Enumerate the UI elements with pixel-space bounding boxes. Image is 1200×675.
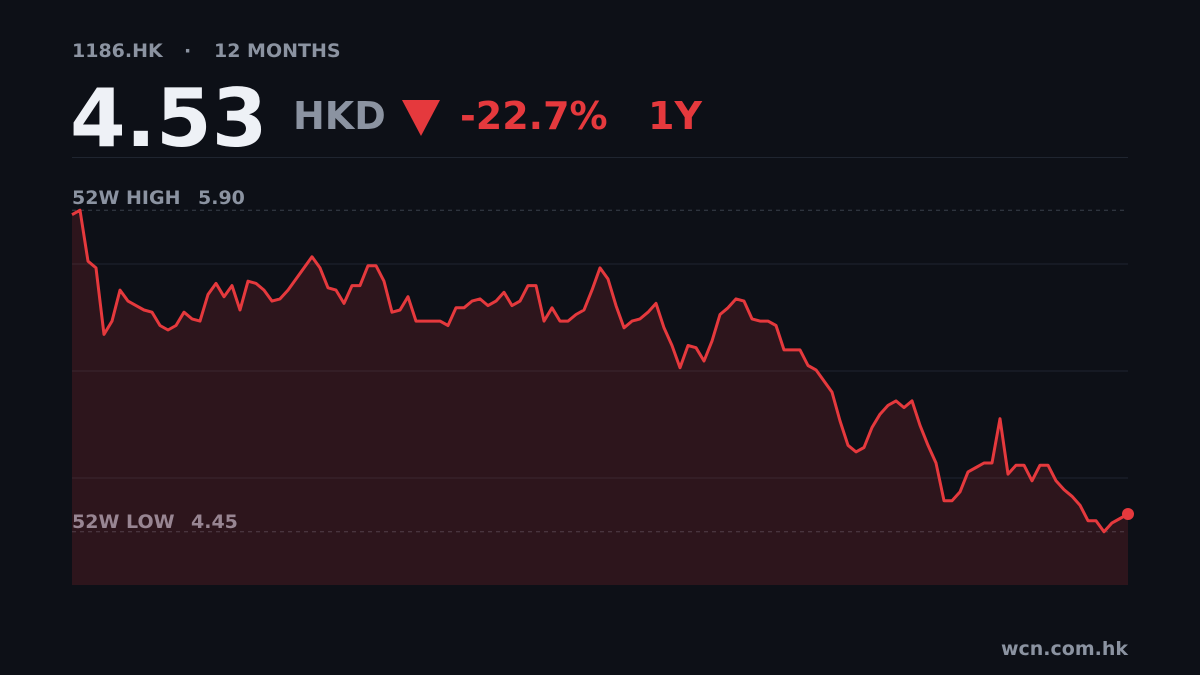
high-value: 5.90 — [198, 187, 245, 209]
source: wcn.com.hk — [1001, 638, 1128, 660]
period: 12 MONTHS — [214, 40, 341, 62]
down-arrow — [402, 100, 440, 136]
price-line — [71, 208, 1129, 534]
change: -22.7% — [460, 94, 608, 138]
area — [72, 210, 1128, 585]
low-label: 52W LOW — [72, 511, 175, 533]
separator: · — [184, 40, 191, 62]
low-value: 4.45 — [191, 511, 238, 533]
last-point — [1122, 508, 1134, 521]
currency: HKD — [293, 94, 386, 138]
high-label: 52W HIGH — [72, 187, 180, 209]
ticker: 1186.HK — [72, 40, 164, 62]
plot — [71, 208, 1134, 585]
change-period: 1Y — [648, 94, 702, 138]
price: 4.53 — [70, 72, 267, 165]
